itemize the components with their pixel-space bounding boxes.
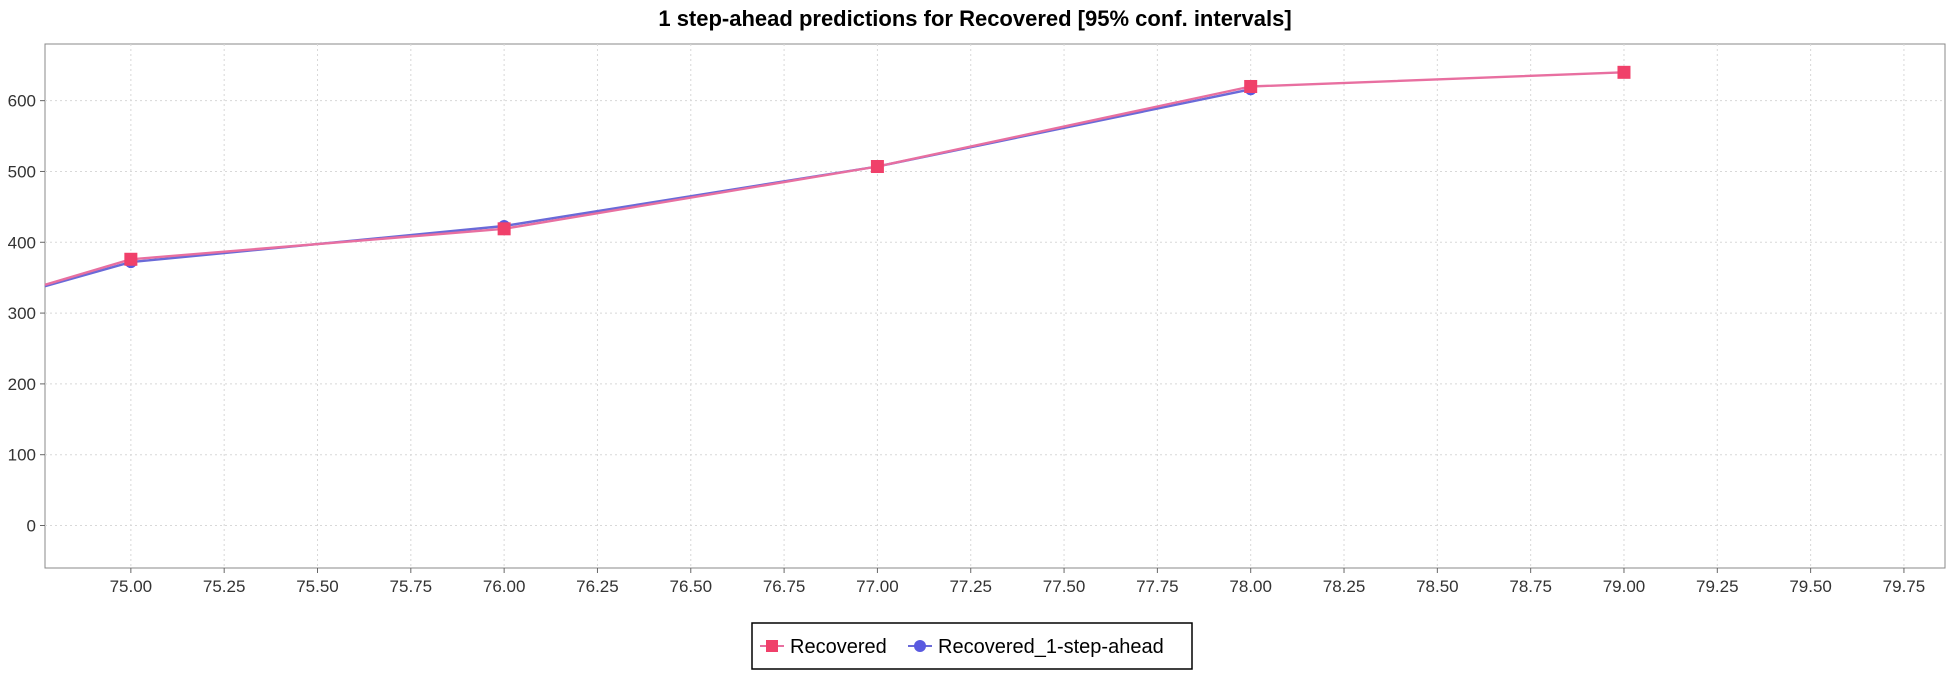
chart-title: 1 step-ahead predictions for Recovered [… — [658, 6, 1291, 31]
series-line-recovered — [44, 71, 1625, 286]
x-tick-label: 76.75 — [763, 577, 806, 596]
x-tick-label: 76.50 — [670, 577, 713, 596]
x-tick-label: 78.50 — [1416, 577, 1459, 596]
x-tick-label: 77.25 — [949, 577, 992, 596]
y-axis: 0 100 200 300 400 500 600 — [8, 92, 45, 536]
legend: Recovered Recovered_1-step-ahead — [751, 622, 1193, 670]
x-tick-label: 78.00 — [1229, 577, 1272, 596]
legend-swatch-square-marker — [766, 640, 778, 652]
y-tick-label: 300 — [8, 304, 36, 323]
x-tick-label: 79.75 — [1883, 577, 1926, 596]
x-tick-label: 75.25 — [203, 577, 246, 596]
x-tick-label: 79.25 — [1696, 577, 1739, 596]
x-tick-label: 78.75 — [1509, 577, 1552, 596]
y-tick-label: 400 — [8, 233, 36, 252]
data-point-square[interactable] — [1244, 79, 1258, 93]
data-point-square[interactable] — [497, 222, 511, 236]
data-point-square[interactable] — [1617, 65, 1631, 79]
x-tick-label: 76.25 — [576, 577, 619, 596]
legend-swatch-circle-marker — [914, 640, 926, 652]
x-tick-label: 75.75 — [390, 577, 433, 596]
plot-area — [44, 43, 1946, 569]
legend-label: Recovered_1-step-ahead — [938, 636, 1164, 658]
y-tick-label: 100 — [8, 446, 36, 465]
x-tick-label: 78.25 — [1323, 577, 1366, 596]
legend-item-recovered-1-step-ahead[interactable]: Recovered_1-step-ahead — [908, 636, 1164, 658]
x-tick-label: 75.00 — [110, 577, 153, 596]
grid — [45, 44, 1945, 568]
x-tick-label: 77.00 — [856, 577, 899, 596]
y-tick-label: 0 — [27, 517, 36, 536]
x-tick-label: 76.00 — [483, 577, 526, 596]
series-layer — [44, 65, 1631, 288]
x-axis: 75.00 75.25 75.50 75.75 76.00 76.25 76.50 76.75… — [110, 568, 1926, 596]
y-tick-label: 200 — [8, 375, 36, 394]
x-tick-label: 75.50 — [296, 577, 339, 596]
legend-box — [751, 622, 1193, 670]
legend-label: Recovered — [790, 636, 887, 658]
x-tick-label: 79.00 — [1603, 577, 1646, 596]
data-point-square[interactable] — [870, 160, 884, 174]
x-tick-label: 79.50 — [1789, 577, 1832, 596]
x-tick-label: 77.50 — [1043, 577, 1086, 596]
legend-item-recovered[interactable]: Recovered — [760, 636, 887, 658]
x-tick-label: 77.75 — [1136, 577, 1179, 596]
y-tick-label: 600 — [8, 92, 36, 111]
y-tick-label: 500 — [8, 162, 36, 181]
data-point-square[interactable] — [124, 252, 138, 266]
